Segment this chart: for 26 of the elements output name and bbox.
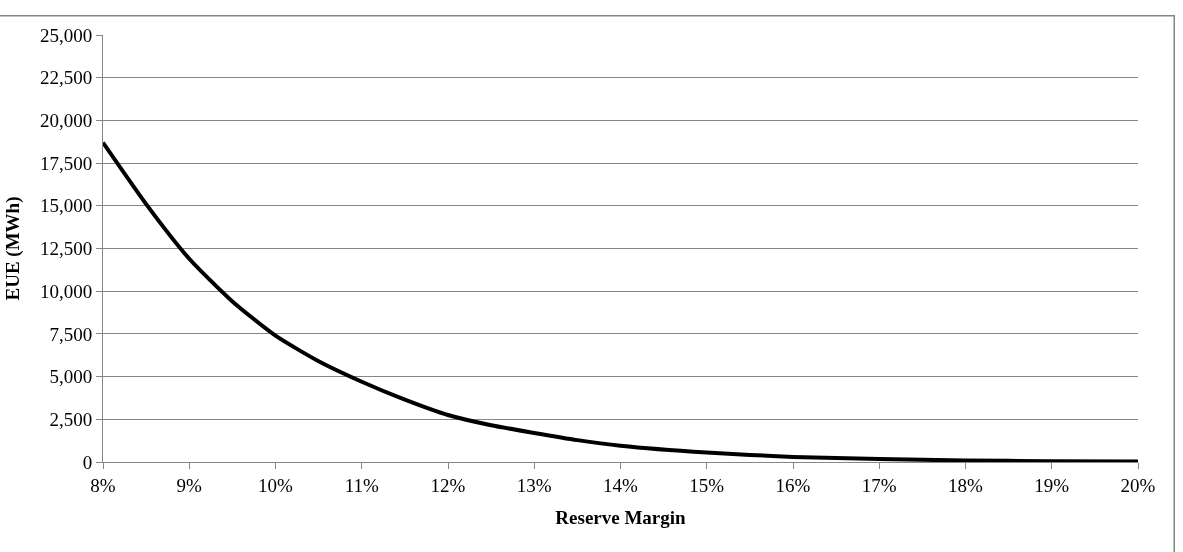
x-tick-label: 12% [430,474,466,496]
x-tick-label: 16% [775,474,811,496]
y-tick-label: 22,500 [39,67,93,89]
x-tick-label: 14% [603,474,639,496]
y-tick-label: 20,000 [39,110,93,132]
x-axis-title: Reserve Margin [555,506,687,528]
x-tick-label: 20% [1120,474,1156,496]
y-tick-label: 12,500 [39,238,93,260]
x-tick-label: 11% [344,474,379,496]
x-tick-label: 10% [258,474,294,496]
x-tick-label: 15% [689,474,725,496]
x-tick-label: 18% [948,474,984,496]
y-tick-label: 17,500 [39,152,93,174]
y-tick-label: 7,500 [49,323,93,345]
x-tick-label: 17% [861,474,897,496]
x-tick-label: 8% [90,474,116,496]
y-tick-label: 5,000 [49,366,93,388]
y-axis-title: EUE (MWh) [1,196,24,301]
x-tick-label: 19% [1034,474,1070,496]
y-tick-label: 0 [82,451,93,473]
y-tick-label: 25,000 [39,24,93,46]
y-tick-label: 2,500 [49,408,93,430]
y-tick-label: 15,000 [39,195,93,217]
y-tick-label: 10,000 [39,280,93,302]
x-tick-label: 9% [176,474,203,496]
x-tick-label: 13% [516,474,552,496]
